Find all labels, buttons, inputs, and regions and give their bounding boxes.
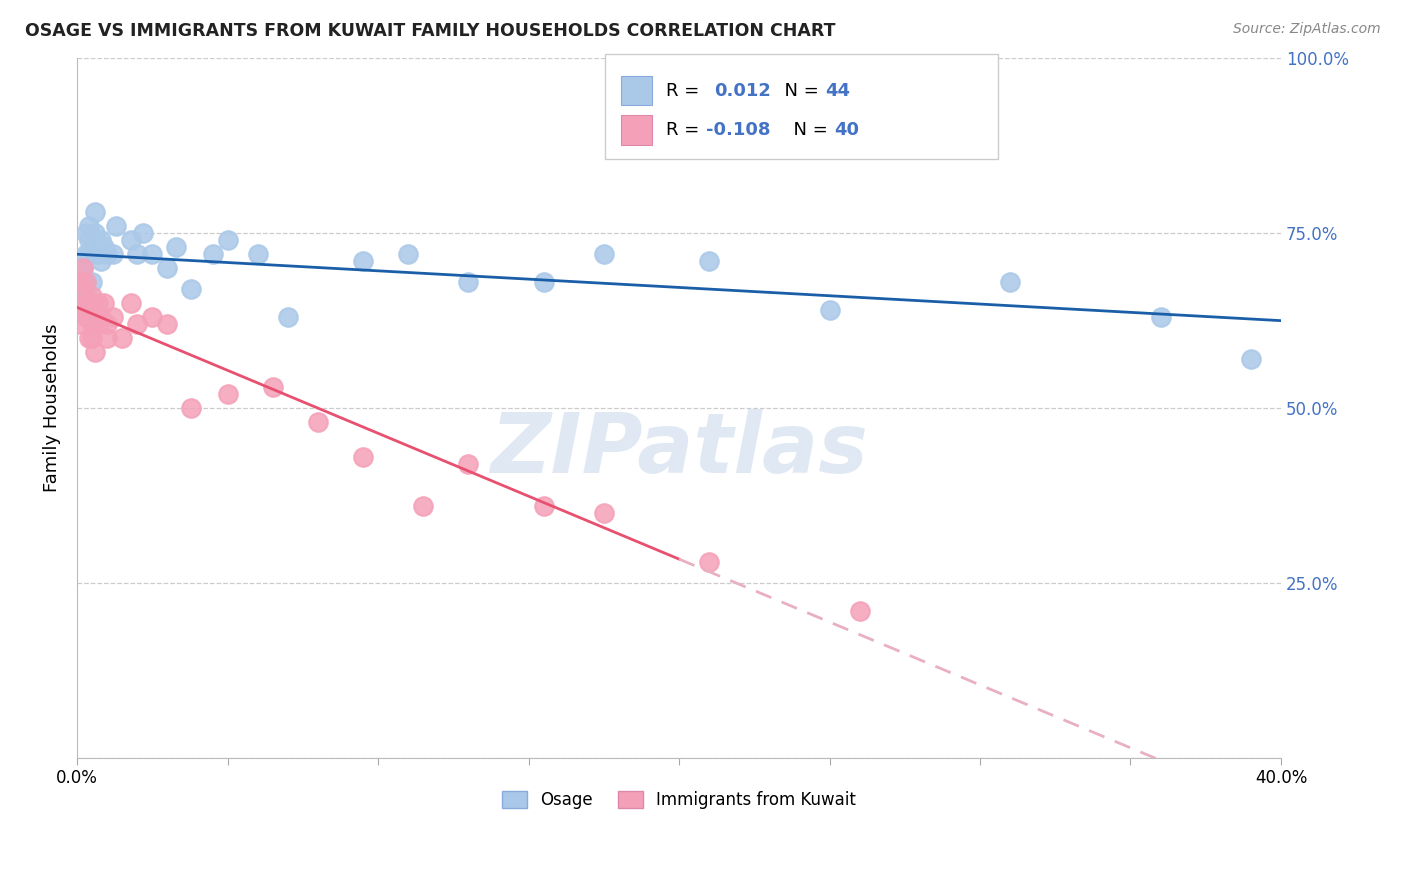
Point bbox=[87, 317, 110, 331]
Point bbox=[103, 310, 125, 324]
Point bbox=[72, 260, 94, 275]
Point bbox=[84, 226, 107, 240]
Point bbox=[82, 275, 104, 289]
Text: OSAGE VS IMMIGRANTS FROM KUWAIT FAMILY HOUSEHOLDS CORRELATION CHART: OSAGE VS IMMIGRANTS FROM KUWAIT FAMILY H… bbox=[25, 22, 835, 40]
Point bbox=[592, 246, 614, 260]
Point bbox=[72, 302, 94, 317]
Point bbox=[96, 246, 118, 260]
Point bbox=[72, 275, 94, 289]
Point bbox=[165, 240, 187, 254]
Point bbox=[201, 246, 224, 260]
Point bbox=[132, 226, 155, 240]
Point bbox=[697, 253, 720, 268]
Point bbox=[77, 246, 100, 260]
Point bbox=[87, 246, 110, 260]
Point bbox=[412, 499, 434, 513]
Point bbox=[217, 233, 239, 247]
Point bbox=[120, 233, 142, 247]
Point bbox=[90, 310, 112, 324]
Point bbox=[75, 295, 97, 310]
Point bbox=[75, 310, 97, 324]
Point bbox=[105, 219, 128, 233]
Text: R =: R = bbox=[666, 81, 711, 100]
Point bbox=[69, 275, 91, 289]
Point bbox=[156, 317, 179, 331]
Point bbox=[69, 288, 91, 302]
Point bbox=[69, 282, 91, 296]
Point bbox=[75, 246, 97, 260]
Point bbox=[96, 317, 118, 331]
Point bbox=[246, 246, 269, 260]
Point bbox=[111, 331, 134, 345]
Point bbox=[82, 317, 104, 331]
Point bbox=[82, 240, 104, 254]
Point bbox=[69, 317, 91, 331]
Point bbox=[127, 317, 149, 331]
Point bbox=[75, 275, 97, 289]
Point bbox=[217, 386, 239, 401]
Point bbox=[396, 246, 419, 260]
Point bbox=[96, 331, 118, 345]
Text: N =: N = bbox=[773, 81, 825, 100]
Point bbox=[103, 246, 125, 260]
Y-axis label: Family Households: Family Households bbox=[44, 324, 60, 491]
Point bbox=[84, 344, 107, 359]
Point bbox=[457, 457, 479, 471]
Point bbox=[307, 415, 329, 429]
Point bbox=[84, 204, 107, 219]
Point bbox=[75, 226, 97, 240]
Point bbox=[457, 275, 479, 289]
Text: N =: N = bbox=[782, 120, 834, 139]
Point bbox=[77, 310, 100, 324]
Point bbox=[697, 555, 720, 569]
Text: 40: 40 bbox=[834, 120, 859, 139]
Point bbox=[180, 282, 202, 296]
Point bbox=[90, 233, 112, 247]
Point bbox=[818, 302, 841, 317]
Point bbox=[120, 295, 142, 310]
Point bbox=[141, 246, 163, 260]
Point bbox=[77, 331, 100, 345]
Point bbox=[533, 275, 555, 289]
Point bbox=[156, 260, 179, 275]
Point bbox=[848, 604, 870, 618]
Point bbox=[82, 331, 104, 345]
Point bbox=[77, 233, 100, 247]
Point bbox=[75, 275, 97, 289]
Point bbox=[82, 295, 104, 310]
Point bbox=[87, 295, 110, 310]
Point bbox=[352, 253, 374, 268]
Point bbox=[533, 499, 555, 513]
Text: 44: 44 bbox=[825, 81, 851, 100]
Point bbox=[84, 310, 107, 324]
Point bbox=[180, 401, 202, 415]
Point bbox=[93, 240, 115, 254]
Point bbox=[72, 260, 94, 275]
Point bbox=[84, 302, 107, 317]
Text: Source: ZipAtlas.com: Source: ZipAtlas.com bbox=[1233, 22, 1381, 37]
Text: R =: R = bbox=[666, 120, 706, 139]
Point bbox=[1149, 310, 1171, 324]
Point bbox=[127, 246, 149, 260]
Point bbox=[72, 295, 94, 310]
Point bbox=[72, 282, 94, 296]
Point bbox=[141, 310, 163, 324]
Point bbox=[352, 450, 374, 464]
Point bbox=[262, 379, 284, 393]
Point bbox=[77, 295, 100, 310]
Point bbox=[277, 310, 299, 324]
Text: ZIPatlas: ZIPatlas bbox=[491, 409, 868, 491]
Point bbox=[592, 506, 614, 520]
Point bbox=[77, 219, 100, 233]
Point bbox=[93, 295, 115, 310]
Text: 0.012: 0.012 bbox=[714, 81, 770, 100]
Point bbox=[82, 288, 104, 302]
Text: -0.108: -0.108 bbox=[706, 120, 770, 139]
Point bbox=[90, 253, 112, 268]
Point bbox=[1240, 351, 1263, 366]
Point bbox=[998, 275, 1021, 289]
Legend: Osage, Immigrants from Kuwait: Osage, Immigrants from Kuwait bbox=[495, 784, 863, 816]
